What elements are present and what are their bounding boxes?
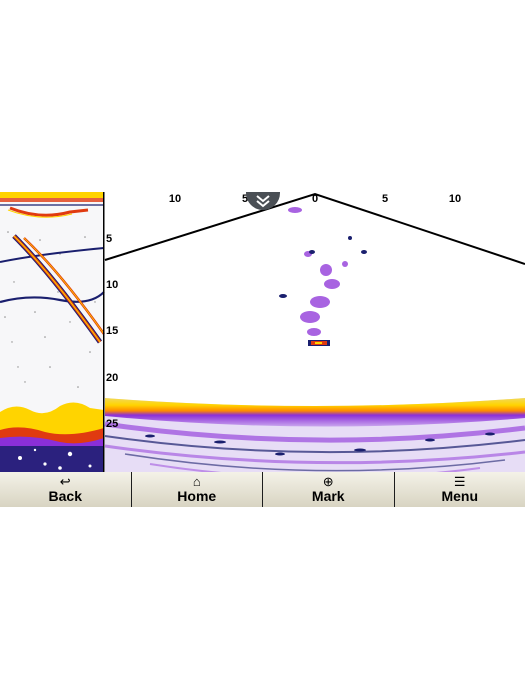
range-label: 5 <box>381 193 389 205</box>
range-label: 5 <box>241 193 249 205</box>
range-label: 10 <box>448 193 462 205</box>
back-button[interactable]: ↩ Back <box>0 472 131 507</box>
depth-label: 15 <box>106 325 119 337</box>
home-button-label: Home <box>177 488 217 504</box>
chevron-down-icon <box>256 195 270 208</box>
sonar-display <box>0 192 525 472</box>
mark-button[interactable]: ⊕ Mark <box>263 472 394 507</box>
range-label: 0 <box>311 193 319 205</box>
menu-button[interactable]: ☰ Menu <box>394 472 525 507</box>
home-icon: ⌂ <box>192 474 201 489</box>
sonar-screen: 5 10 15 20 25 10 5 0 5 10 ↩ Back ⌂ Home … <box>0 192 525 507</box>
back-arrow-icon: ↩ <box>59 474 71 489</box>
menu-button-label: Menu <box>441 488 479 504</box>
home-button[interactable]: ⌂ Home <box>131 472 262 507</box>
livescope-view <box>104 192 525 472</box>
depth-label: 20 <box>106 372 119 384</box>
depth-label: 5 <box>106 233 113 245</box>
softkey-bar: ↩ Back ⌂ Home ⊕ Mark ☰ Menu <box>0 472 525 507</box>
depth-label: 10 <box>106 279 119 291</box>
history-panel <box>0 192 106 472</box>
menu-icon: ☰ <box>453 474 466 489</box>
depth-label: 25 <box>106 418 119 430</box>
range-label: 10 <box>168 193 182 205</box>
collapse-panel-button[interactable] <box>246 192 280 210</box>
mark-button-label: Mark <box>311 488 345 504</box>
back-button-label: Back <box>48 488 82 504</box>
waypoint-mark-icon: ⊕ <box>322 474 334 489</box>
